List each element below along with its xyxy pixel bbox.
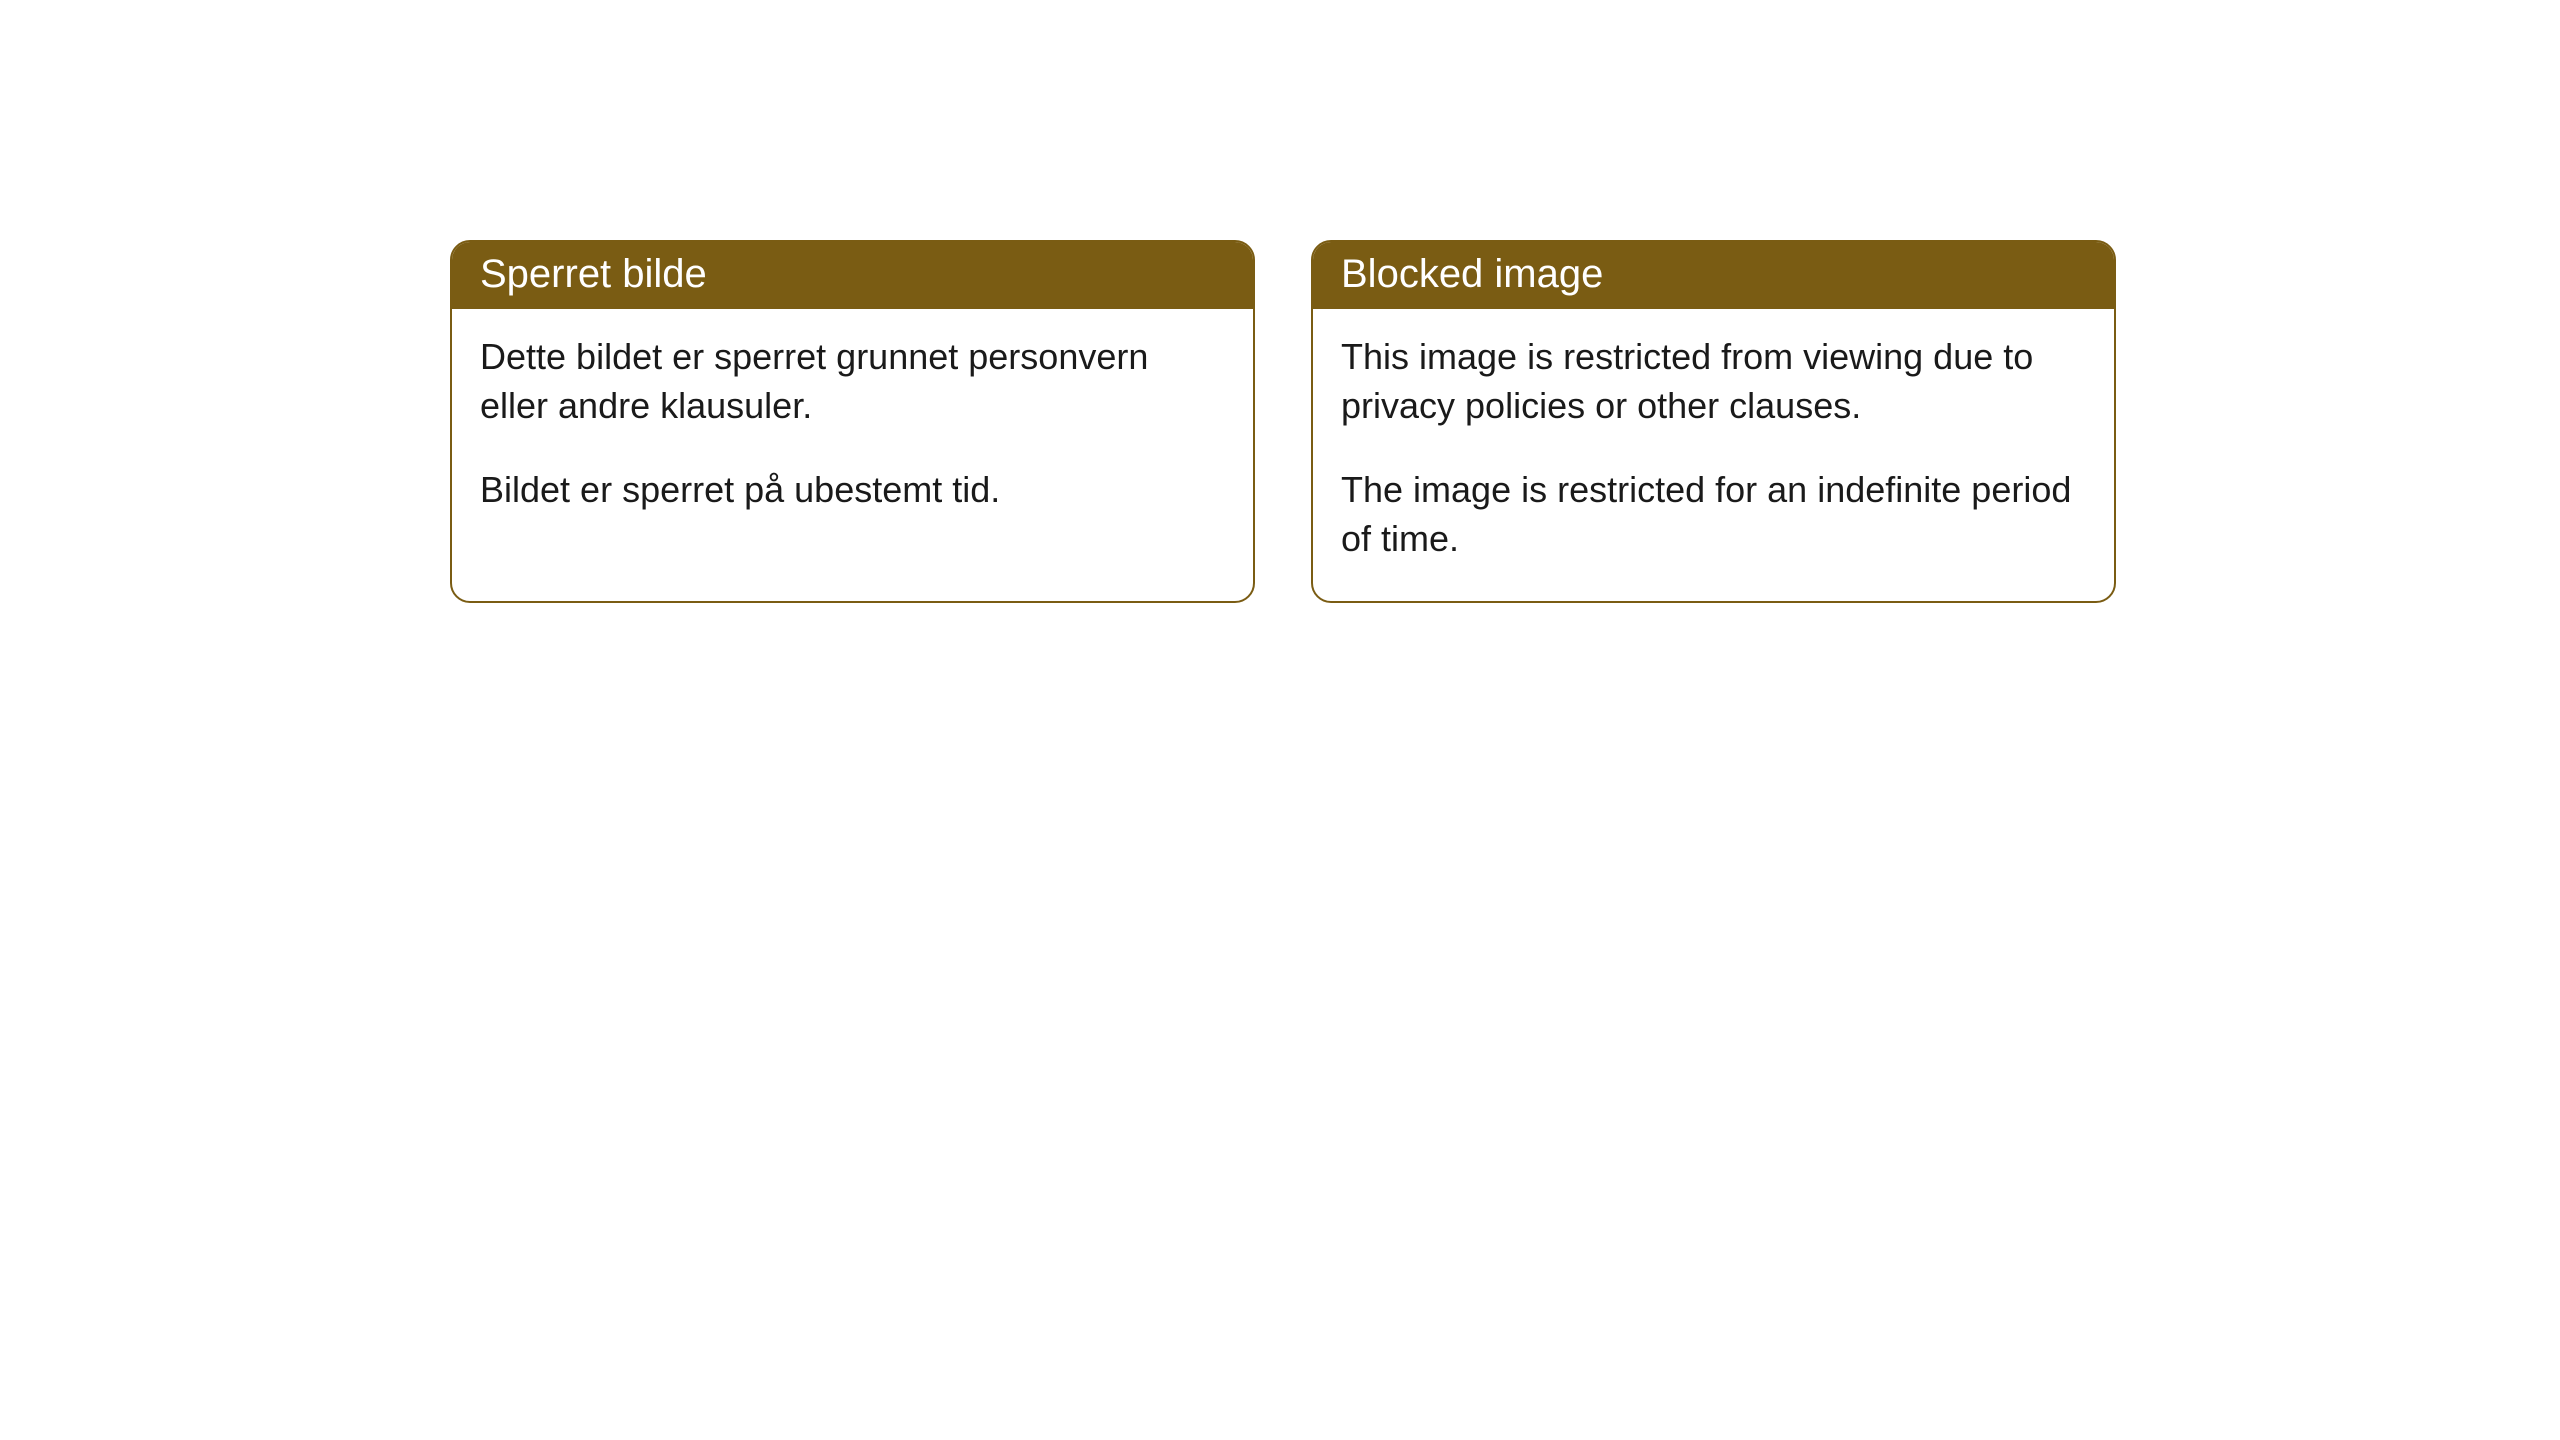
card-paragraph: This image is restricted from viewing du… bbox=[1341, 333, 2086, 430]
card-header: Blocked image bbox=[1313, 242, 2114, 309]
card-body: Dette bildet er sperret grunnet personve… bbox=[452, 309, 1253, 553]
card-body: This image is restricted from viewing du… bbox=[1313, 309, 2114, 601]
card-header: Sperret bilde bbox=[452, 242, 1253, 309]
card-paragraph: The image is restricted for an indefinit… bbox=[1341, 466, 2086, 563]
card-paragraph: Dette bildet er sperret grunnet personve… bbox=[480, 333, 1225, 430]
card-paragraph: Bildet er sperret på ubestemt tid. bbox=[480, 466, 1225, 515]
notice-cards-container: Sperret bilde Dette bildet er sperret gr… bbox=[450, 240, 2116, 603]
notice-card-norwegian: Sperret bilde Dette bildet er sperret gr… bbox=[450, 240, 1255, 603]
notice-card-english: Blocked image This image is restricted f… bbox=[1311, 240, 2116, 603]
